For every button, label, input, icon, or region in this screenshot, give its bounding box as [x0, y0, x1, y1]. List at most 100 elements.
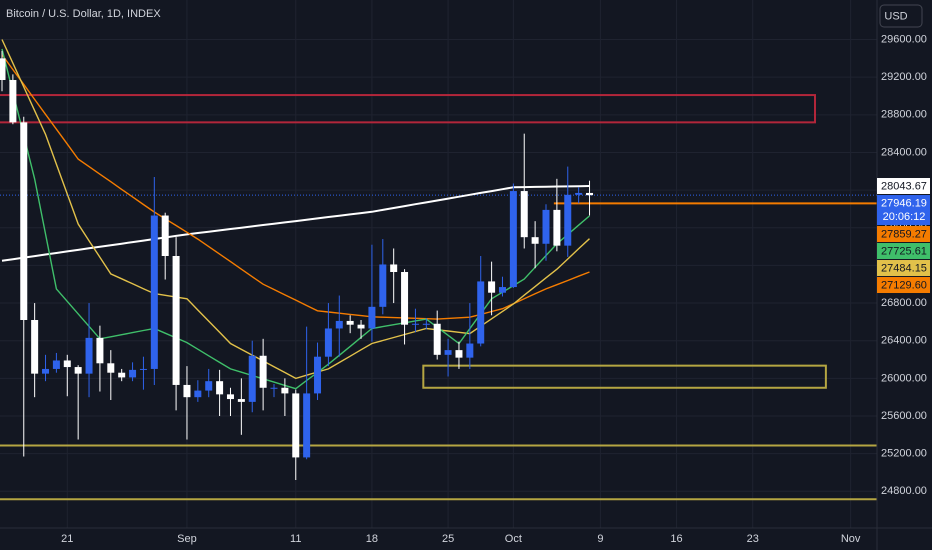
candle-body [411, 323, 419, 325]
candle-body [150, 215, 158, 369]
y-tick-label: 25200.00 [881, 448, 927, 460]
y-tick-label: 26400.00 [881, 335, 927, 347]
moving-average [1, 185, 590, 262]
price-label-box [877, 277, 930, 294]
x-tick-label: 16 [670, 533, 682, 545]
candle-body [466, 343, 474, 358]
plot-area [0, 39, 877, 501]
candle-body [346, 320, 354, 325]
candle-body [314, 356, 322, 394]
y-tick-label: 24800.00 [881, 485, 927, 497]
candle-body [248, 355, 256, 402]
candle-body [553, 209, 561, 246]
candle-body [74, 367, 82, 374]
candle-body [161, 215, 169, 256]
grid [0, 0, 877, 528]
candle-body [85, 337, 93, 374]
price-label-box [877, 226, 930, 243]
x-tick-label: 23 [747, 533, 759, 545]
candle-body [96, 337, 104, 364]
candle-body [498, 287, 506, 293]
candle-body [379, 264, 387, 307]
price-label-box [877, 243, 930, 260]
candle-body [281, 387, 289, 394]
zone [0, 94, 816, 124]
candle-body [542, 209, 550, 244]
candle-body [509, 191, 517, 288]
price-label: 27725.61 [881, 245, 927, 257]
candle-body [586, 192, 594, 196]
x-tick-label: 9 [597, 533, 603, 545]
candle-body [357, 324, 365, 329]
price-label: 27484.15 [881, 262, 927, 274]
y-tick-label: 28400.00 [881, 146, 927, 158]
candle-body [520, 191, 528, 238]
price-label-box [877, 260, 930, 277]
x-tick-label: Oct [505, 533, 522, 545]
candle-body [9, 80, 17, 123]
candle-body [183, 384, 191, 398]
candle-body [433, 323, 441, 355]
x-tick-label: 21 [61, 533, 73, 545]
candle-body [20, 122, 28, 321]
currency-button[interactable] [879, 4, 923, 28]
candle-body [139, 368, 147, 370]
x-tick-label: Nov [841, 533, 861, 545]
currency-label[interactable]: USD [884, 10, 907, 22]
candle-body [42, 368, 50, 374]
candle-body [270, 387, 278, 389]
y-tick-label: 29600.00 [881, 33, 927, 45]
x-tick-label: Sep [177, 533, 197, 545]
candle-body [368, 306, 376, 329]
chart-title: Bitcoin / U.S. Dollar, 1D, INDEX [6, 8, 161, 20]
price-label-box [877, 178, 930, 195]
candle-body [129, 369, 137, 378]
moving-average [1, 39, 590, 380]
zone [422, 364, 827, 389]
candle-body [172, 256, 180, 385]
price-label: 27946.19 [881, 197, 927, 209]
candle-body [335, 320, 343, 329]
candle-body [216, 381, 224, 395]
axes: 24800.00 25200.00 25600.00 26000.00 26400.00… [61, 33, 930, 545]
price-label: 28043.67 [881, 180, 927, 192]
candle-body [226, 394, 234, 400]
candle-body [292, 393, 300, 458]
x-tick-label: 11 [290, 533, 301, 545]
candle-body [118, 372, 126, 378]
candle-body [63, 360, 71, 368]
countdown: 20:06:12 [883, 211, 926, 223]
candle-body [324, 328, 332, 357]
candle-body [531, 237, 539, 244]
candle-body [237, 399, 245, 402]
candle-body [259, 355, 267, 388]
candle-body [0, 58, 6, 80]
candle-body [401, 272, 409, 325]
y-tick-label: 28800.00 [881, 109, 927, 121]
candle-body [444, 350, 452, 355]
candle-body [303, 393, 311, 458]
y-tick-label: 25600.00 [881, 410, 927, 422]
candle-body [422, 323, 430, 325]
y-tick-label: 26000.00 [881, 372, 927, 384]
candle-body [52, 360, 60, 369]
candle-body [564, 194, 572, 246]
candle-body [455, 350, 463, 358]
x-tick-label: 25 [442, 533, 454, 545]
candle-body [107, 363, 115, 373]
candle-body [194, 390, 202, 398]
candle-body [390, 264, 398, 272]
y-tick-label: 29200.00 [881, 71, 927, 83]
x-tick-label: 18 [366, 533, 378, 545]
price-label: 27859.27 [881, 228, 927, 240]
price-label: 27129.60 [881, 279, 927, 291]
y-tick-label: 26800.00 [881, 297, 927, 309]
price-label-box [877, 195, 930, 226]
candle-body [575, 192, 583, 195]
candle-body [31, 320, 39, 374]
candle-body [477, 281, 485, 344]
candle-body [488, 281, 496, 293]
